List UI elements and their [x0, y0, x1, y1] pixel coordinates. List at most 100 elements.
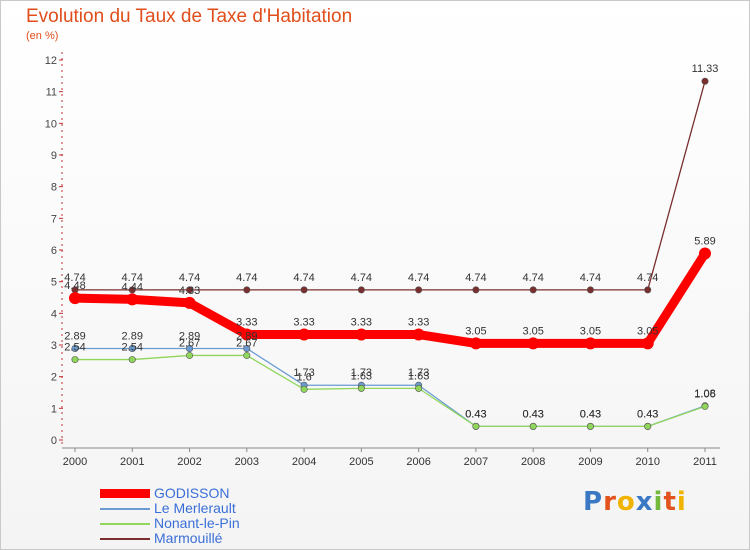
x-tick-label: 2004: [292, 456, 316, 468]
y-tick-label: 0: [51, 435, 57, 447]
data-label: 5.89: [694, 235, 715, 247]
y-tick-label: 9: [51, 150, 57, 162]
logo-letter: i: [653, 487, 664, 517]
data-label: 1.6: [296, 371, 311, 383]
data-label: 2.89: [236, 330, 257, 342]
legend-label: Marmouillé: [154, 530, 223, 546]
x-tick-label: 2011: [693, 456, 717, 468]
data-point: [641, 337, 654, 350]
y-tick-label: 2: [51, 372, 57, 384]
data-label: 4.74: [522, 272, 543, 284]
y-tick-label: 5: [51, 277, 57, 289]
x-tick-label: 2000: [63, 456, 87, 468]
x-tick-label: 2005: [349, 456, 373, 468]
data-label: 3.05: [465, 325, 486, 337]
data-label: 3.33: [351, 317, 372, 329]
data-label: 3.33: [293, 317, 314, 329]
legend-swatch: [100, 508, 150, 510]
y-tick-label: 4: [51, 308, 57, 320]
data-label: 3.33: [236, 317, 257, 329]
data-point: [527, 337, 540, 350]
data-label: 1.63: [351, 370, 372, 382]
data-label: 2.67: [236, 337, 257, 349]
data-point: [357, 286, 365, 294]
data-point: [128, 356, 136, 364]
data-label: 0.43: [580, 408, 601, 420]
legend-label: Le Merlerault: [154, 500, 236, 516]
series-line-godisson: [74, 251, 709, 348]
data-point: [69, 292, 81, 305]
data-point: [701, 77, 709, 85]
data-label: 4.33: [179, 285, 200, 297]
legend-label: Nonant-le-Pin: [154, 515, 240, 531]
series-line-le-merlerault: [75, 347, 706, 428]
data-point: [243, 351, 251, 359]
x-tick-label: 2010: [635, 456, 659, 468]
series-line-nonant-le-pin: [75, 354, 706, 428]
data-point: [586, 422, 594, 430]
data-label: 2.54: [122, 342, 143, 354]
x-tick-label: 2001: [120, 456, 144, 468]
data-point: [128, 344, 136, 352]
proxiti-logo: Proxiti: [583, 487, 687, 517]
data-point: [357, 384, 365, 392]
x-tick-label: 2008: [521, 456, 545, 468]
data-point: [412, 328, 425, 341]
data-label: 0.43: [522, 408, 543, 420]
data-label: 1.06: [694, 388, 715, 400]
data-point: [240, 328, 253, 341]
x-tick-label: 2009: [578, 456, 602, 468]
legend-swatch: [100, 523, 150, 525]
y-tick-label: 8: [51, 182, 57, 194]
data-label: 1.73: [408, 367, 429, 379]
data-label: 2.89: [122, 330, 143, 342]
data-label: 1.73: [293, 367, 314, 379]
data-point: [472, 422, 480, 430]
data-label: 4.74: [637, 272, 658, 284]
data-label: 1.08: [694, 388, 715, 400]
data-label: 1.73: [351, 367, 372, 379]
data-point: [586, 286, 594, 294]
y-tick-label: 12: [45, 55, 57, 67]
data-point: [701, 402, 709, 410]
data-label: 3.05: [580, 325, 601, 337]
data-point: [71, 344, 79, 352]
y-tick-label: 11: [46, 87, 57, 99]
data-point: [186, 286, 194, 294]
data-point: [126, 293, 139, 306]
data-point: [529, 422, 537, 430]
data-label: 0.43: [637, 408, 658, 420]
data-label: 4.74: [408, 272, 429, 284]
data-point: [183, 296, 196, 309]
legend-label: GODISSON: [154, 485, 230, 501]
logo-letter: r: [603, 487, 617, 517]
data-point: [584, 337, 597, 350]
data-label: 1.63: [408, 370, 429, 382]
data-label: 4.74: [465, 272, 486, 284]
data-label: 4.74: [236, 272, 257, 284]
data-point: [298, 328, 311, 341]
logo-letter: x: [635, 487, 654, 517]
data-label: 4.74: [580, 272, 601, 284]
data-label: 3.05: [522, 325, 543, 337]
data-label: 4.74: [179, 272, 200, 284]
data-point: [300, 286, 308, 294]
data-label: 4.74: [122, 272, 143, 284]
data-point: [472, 286, 480, 294]
data-point: [186, 351, 194, 359]
data-label: 2.54: [64, 342, 85, 354]
legend-swatch: [100, 489, 150, 498]
data-label: 4.44: [122, 281, 143, 293]
data-label: 0.43: [465, 408, 486, 420]
logo-letter: t: [663, 487, 677, 517]
data-point: [644, 422, 652, 430]
legend-swatch: [100, 538, 150, 540]
data-label: 3.33: [408, 317, 429, 329]
data-label: 2.89: [64, 330, 85, 342]
data-label: 4.74: [351, 272, 372, 284]
data-label: 2.89: [179, 330, 200, 342]
data-label: 0.43: [465, 408, 486, 420]
data-label: 0.43: [580, 408, 601, 420]
